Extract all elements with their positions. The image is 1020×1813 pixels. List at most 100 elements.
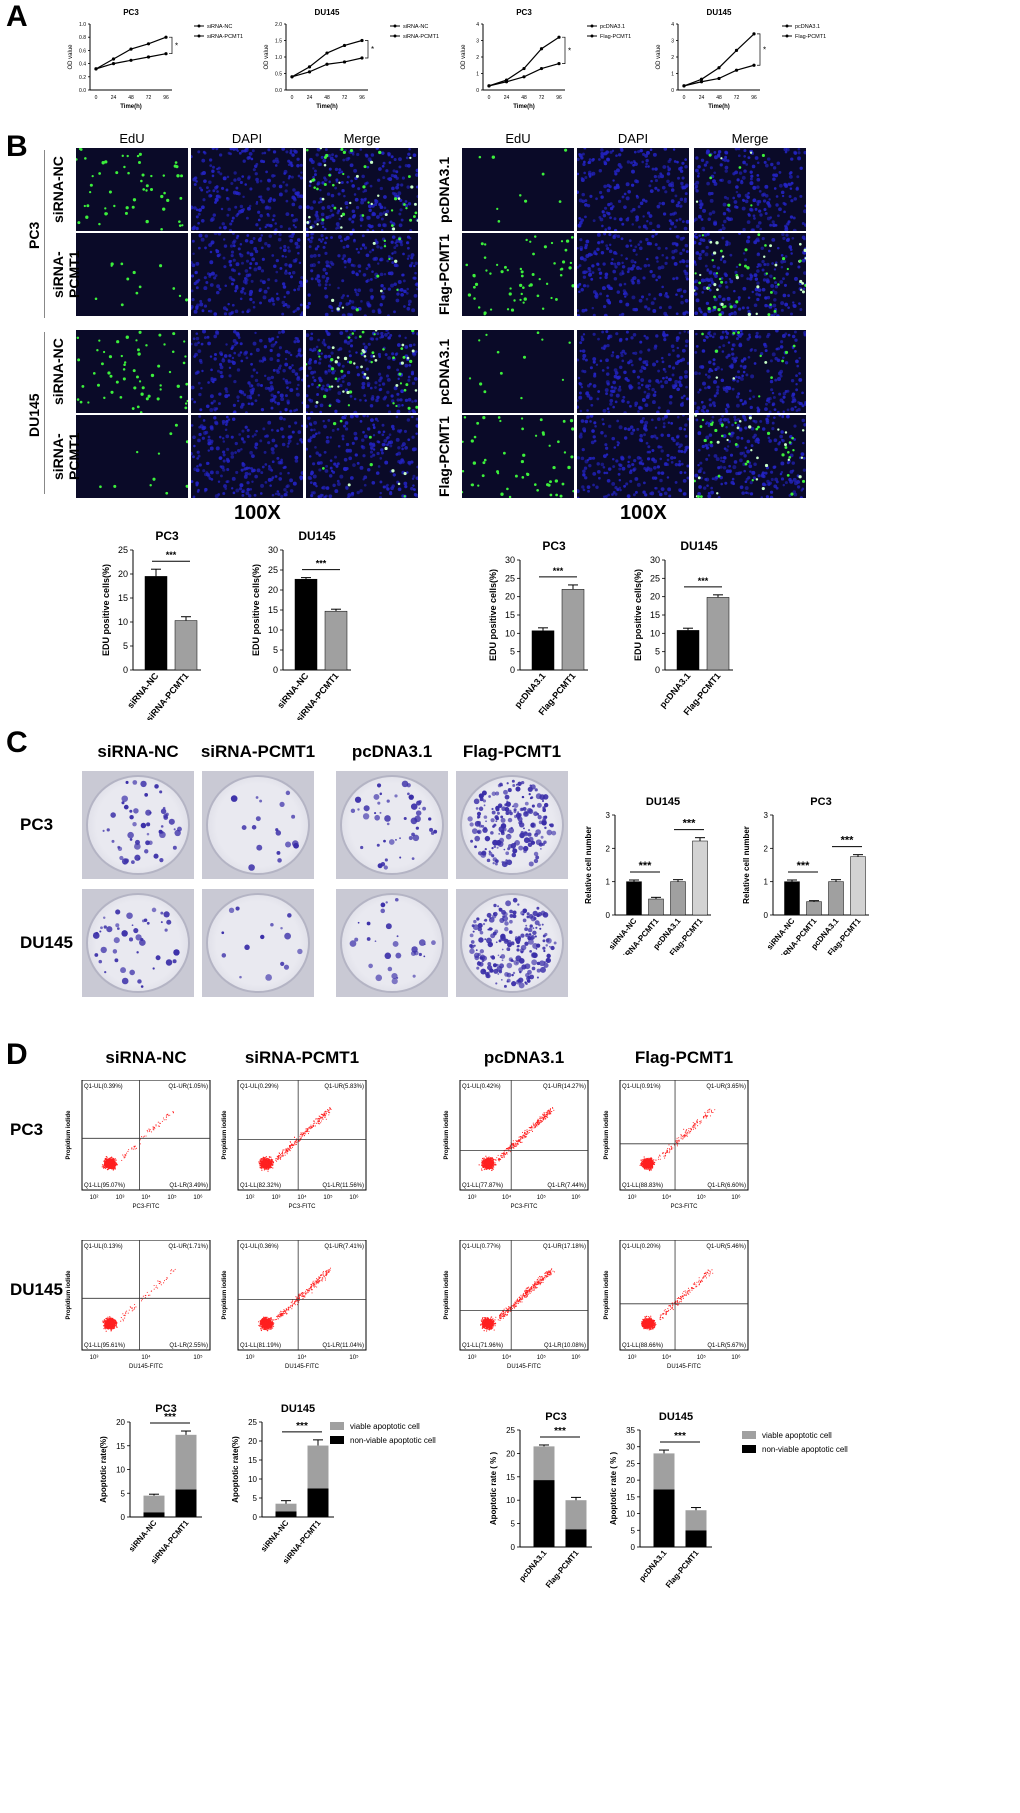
- y-axis-label: OD value: [264, 44, 270, 70]
- flow-event: [646, 1168, 649, 1170]
- flow-event: [266, 1161, 269, 1163]
- sig-marker: *: [175, 41, 178, 50]
- sig-marker: ***: [166, 550, 177, 560]
- flow-event: [112, 1168, 114, 1170]
- y-tick-label: 15: [118, 593, 128, 603]
- flow-event: [481, 1168, 483, 1170]
- flow-event: [108, 1159, 110, 1161]
- flow-event: [101, 1166, 103, 1168]
- flow-event: [316, 1122, 318, 1124]
- flow-event: [519, 1140, 521, 1142]
- flow-event: [108, 1164, 111, 1166]
- group-divider: [44, 332, 45, 494]
- flow-event: [546, 1112, 548, 1114]
- flow-event: [108, 1167, 110, 1169]
- flow-event: [545, 1111, 547, 1114]
- edu-image: [76, 415, 188, 498]
- flow-event: [301, 1132, 303, 1134]
- flow-event: [139, 1143, 141, 1145]
- flow-event: [141, 1136, 143, 1138]
- col-header-left-edu: EdU: [119, 131, 145, 146]
- panel-label-c: C: [6, 726, 28, 759]
- flow-event: [686, 1133, 688, 1135]
- flow-event: [113, 1164, 115, 1166]
- y-tick-label: 5: [273, 645, 278, 655]
- sig-marker: ***: [683, 818, 697, 830]
- y-tick-label: 0: [476, 88, 479, 94]
- x-tick-label: 72: [734, 95, 740, 101]
- flow-event: [643, 1161, 645, 1163]
- x-tick-label: 10⁵: [167, 1194, 177, 1201]
- data-point: [752, 63, 756, 67]
- legend-label: siRNA-NC: [207, 24, 232, 30]
- flow-event: [303, 1135, 305, 1137]
- bar: [692, 840, 708, 916]
- flow-event: [302, 1131, 304, 1134]
- quadrant-lr: Q1-LR(11.56%): [322, 1183, 364, 1189]
- flow-event: [266, 1168, 268, 1171]
- flow-event: [139, 1138, 141, 1140]
- flow-event: [686, 1131, 688, 1133]
- flow-event: [275, 1159, 277, 1161]
- flow-event: [514, 1144, 516, 1146]
- flow-event: [157, 1121, 159, 1123]
- x-tick-label: 10⁶: [349, 1194, 359, 1201]
- flow-event: [694, 1127, 696, 1129]
- flow-event: [546, 1110, 548, 1112]
- x-tick-label: 48: [128, 95, 134, 101]
- flow-event: [263, 1162, 265, 1164]
- row-label-left: siRNA-PCMT1: [50, 250, 82, 299]
- flow-event: [550, 1112, 552, 1114]
- flow-event: [320, 1117, 322, 1119]
- flow-event: [276, 1160, 278, 1162]
- colony-col-header: siRNA-NC: [97, 742, 179, 761]
- y-axis-label: Propidium iodide: [66, 1110, 72, 1160]
- flow-event: [260, 1164, 262, 1166]
- y-tick-label: 30: [505, 555, 515, 565]
- flow-event: [280, 1155, 282, 1157]
- flow-event: [488, 1156, 490, 1158]
- y-tick-label: 3: [764, 811, 769, 820]
- flow-event: [696, 1120, 698, 1122]
- flow-event: [708, 1109, 710, 1111]
- chart-title: PC3: [123, 8, 139, 17]
- edu-image: [76, 148, 188, 231]
- flow-event: [484, 1163, 487, 1165]
- row-label-left: siRNA-PCMT1: [50, 432, 82, 481]
- flow-event: [680, 1135, 682, 1137]
- flow-event: [308, 1127, 310, 1129]
- flow-event: [298, 1139, 300, 1141]
- flow-event: [320, 1122, 322, 1124]
- flow-event: [538, 1120, 540, 1122]
- flow-event: [265, 1167, 267, 1169]
- flow-event: [539, 1122, 541, 1124]
- flow-event: [481, 1157, 484, 1160]
- merge-image: [694, 330, 806, 413]
- flow-event: [116, 1164, 118, 1166]
- flow-event: [313, 1122, 315, 1124]
- sig-marker: *: [763, 46, 766, 55]
- flow-event: [663, 1152, 665, 1154]
- flow-event: [324, 1116, 326, 1118]
- flow-event: [264, 1168, 266, 1170]
- flow-event: [494, 1159, 496, 1161]
- x-tick-label: 96: [359, 95, 365, 101]
- flow-event: [110, 1164, 112, 1167]
- quadrant-ur: Q1-UR(3.65%): [706, 1084, 746, 1090]
- flow-event: [647, 1159, 649, 1161]
- flow-event: [685, 1133, 687, 1135]
- colony-plate: [460, 775, 564, 875]
- flow-event: [319, 1116, 321, 1118]
- flow-event: [112, 1157, 114, 1160]
- flow-event: [318, 1120, 320, 1122]
- col-header-left-merge: Merge: [343, 131, 381, 146]
- flow-event: [114, 1167, 116, 1169]
- flow-event: [650, 1161, 652, 1163]
- flow-event: [320, 1120, 323, 1122]
- flow-event: [644, 1166, 646, 1169]
- flow-event: [544, 1116, 546, 1119]
- flow-event: [668, 1144, 670, 1146]
- flow-event: [264, 1167, 266, 1169]
- data-point: [717, 76, 721, 81]
- flow-event: [692, 1128, 695, 1130]
